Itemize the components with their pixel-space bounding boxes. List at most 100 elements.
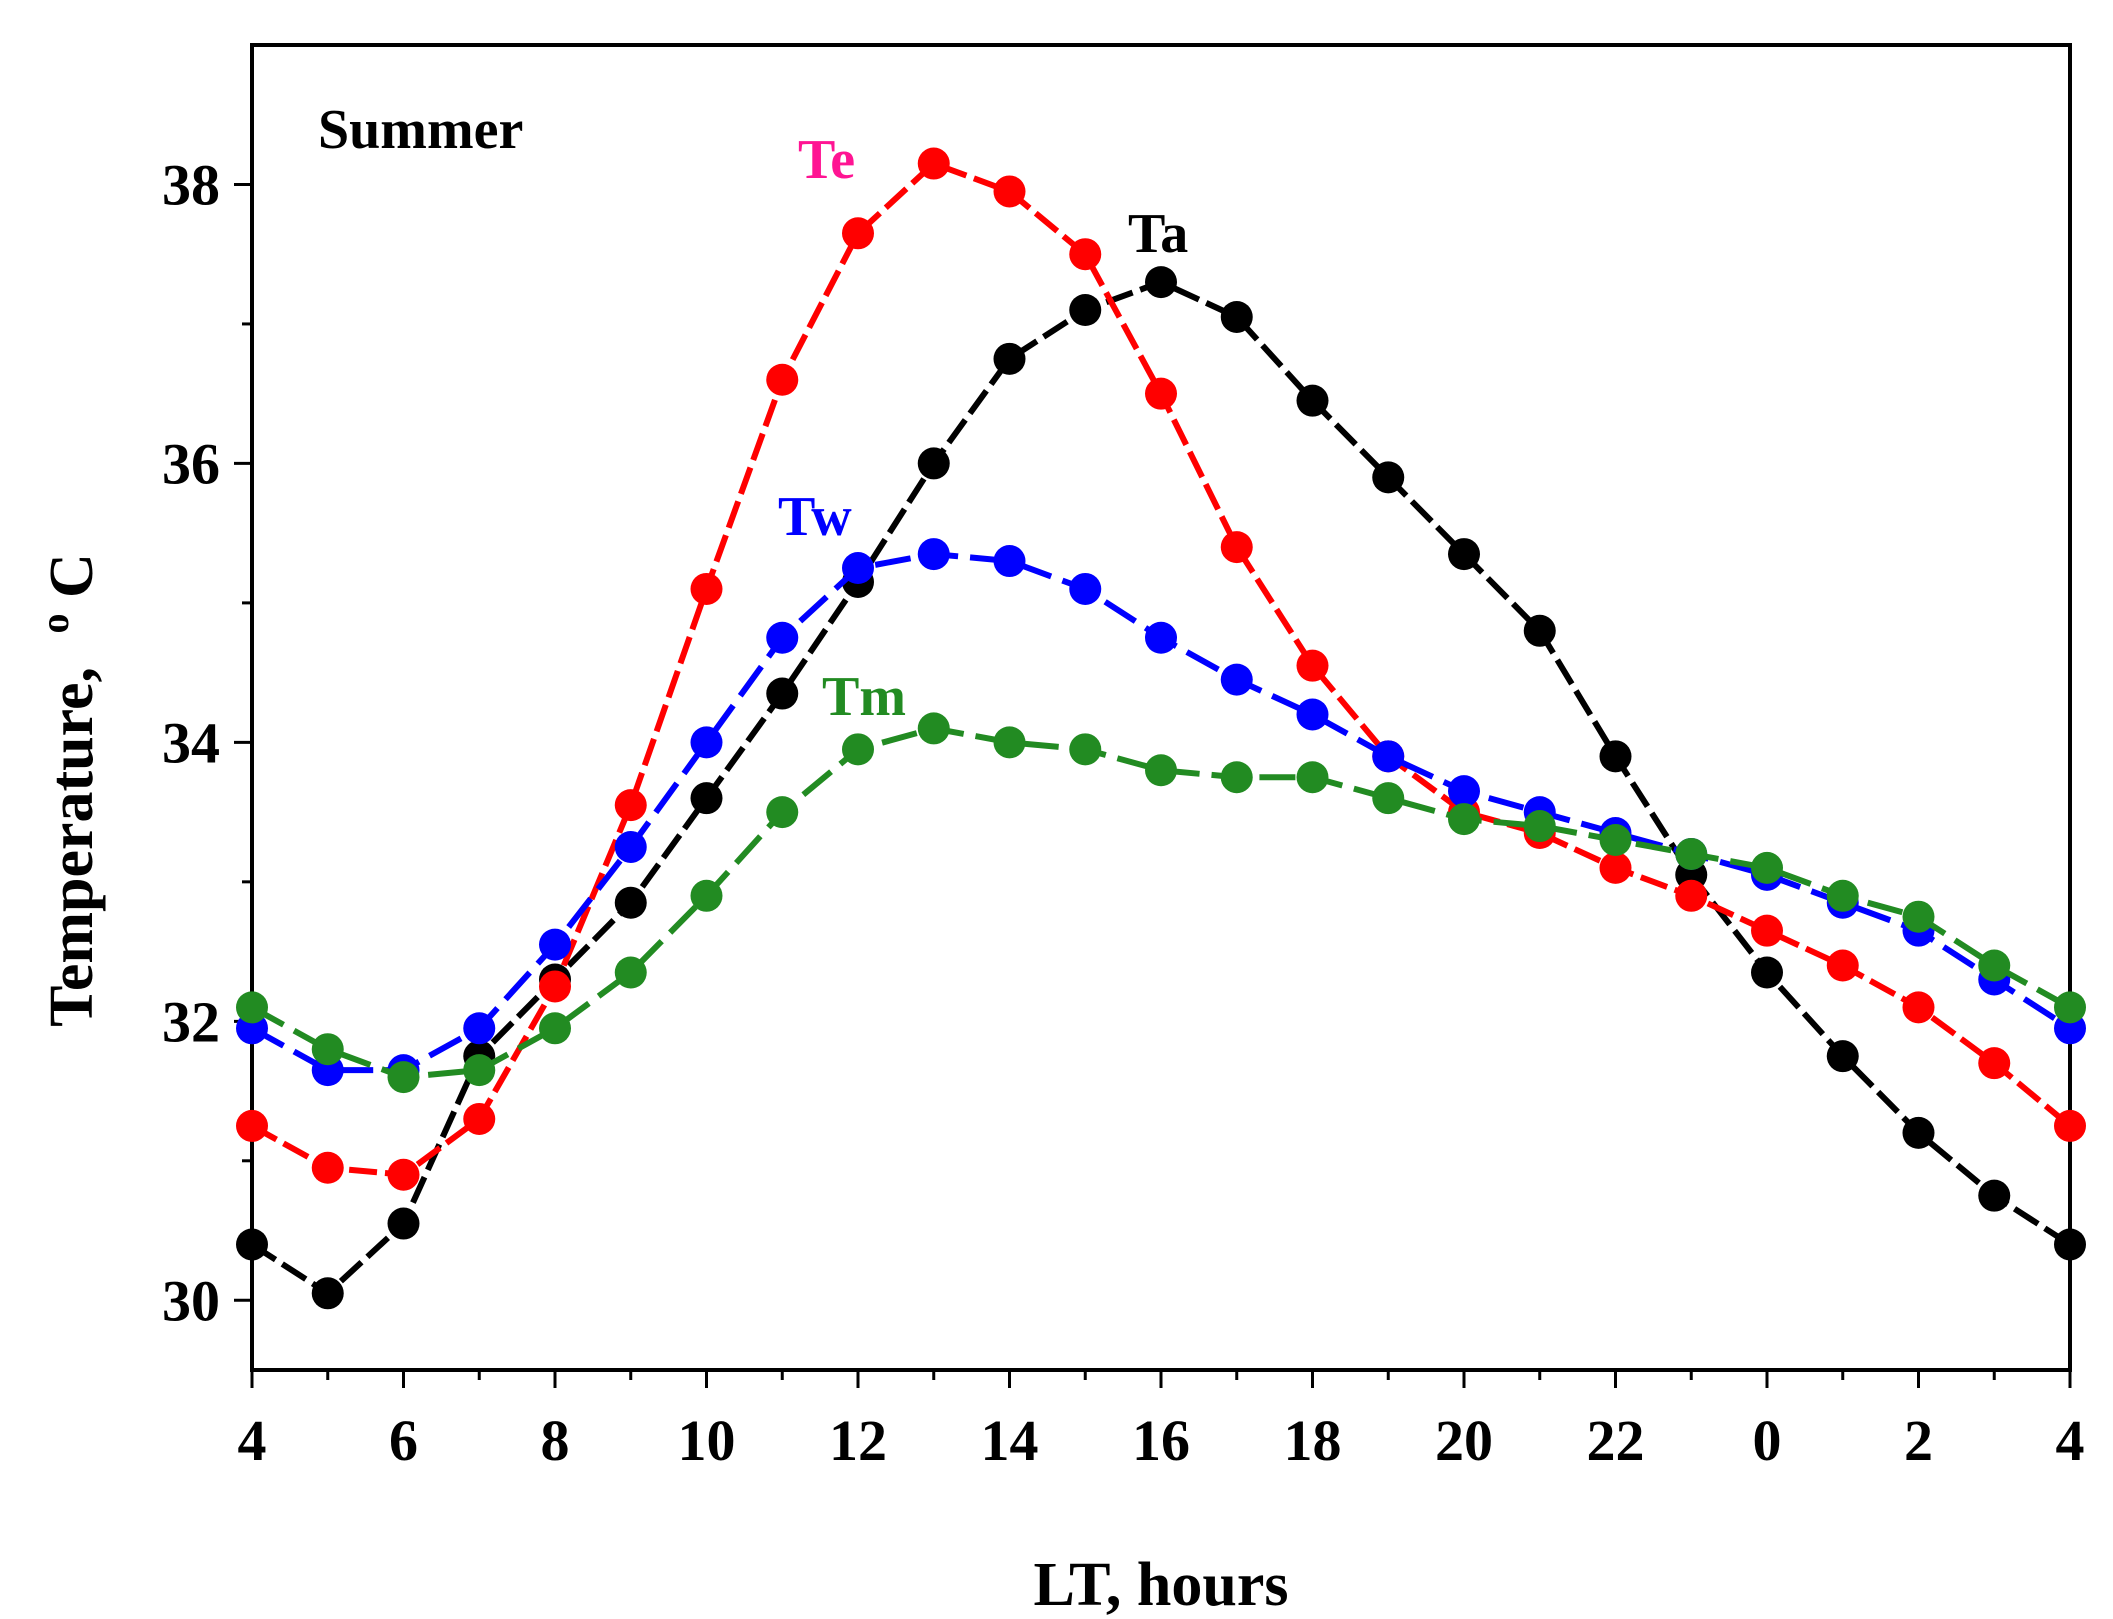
data-point-tm <box>387 1061 420 1094</box>
data-point-tm <box>766 796 799 829</box>
y-axis-title-group: Temperature, o C <box>14 553 106 1027</box>
y-axis-title: Temperature, o C <box>14 553 106 1027</box>
data-point-tm <box>1978 949 2011 982</box>
x-tick-label: 22 <box>1587 1408 1645 1473</box>
y-axis-unit: C <box>38 553 106 598</box>
data-point-te <box>993 175 1026 208</box>
tw-series-label: Tw <box>778 486 852 548</box>
data-point-tm <box>2054 991 2086 1024</box>
data-point-tw <box>614 830 647 863</box>
data-point-ta <box>614 886 647 919</box>
data-point-tm <box>463 1054 496 1087</box>
data-point-tw <box>1145 621 1177 654</box>
data-point-tw <box>1296 698 1329 731</box>
data-point-ta <box>1599 740 1632 773</box>
x-tick-label: 10 <box>678 1408 736 1473</box>
data-point-te <box>1599 851 1632 884</box>
series-line-ta <box>250 278 2072 1298</box>
data-point-ta <box>1145 266 1177 299</box>
data-point-ta <box>766 677 799 710</box>
data-point-tm <box>1069 733 1102 766</box>
y-axis-title-text: Temperature, <box>38 667 106 1027</box>
te-series-label: Te <box>798 129 855 191</box>
x-tick-label: 12 <box>829 1408 887 1473</box>
data-point-tw <box>463 1012 496 1045</box>
data-point-ta <box>311 1277 344 1310</box>
data-point-ta <box>1978 1179 2011 1212</box>
data-point-te <box>842 217 874 250</box>
x-tick-label: 18 <box>1284 1408 1342 1473</box>
y-tick-label: 30 <box>162 1268 220 1333</box>
data-point-tm <box>1296 761 1329 794</box>
data-point-tm <box>539 1012 571 1045</box>
data-point-tm <box>1826 879 1859 912</box>
data-point-ta <box>236 1228 268 1261</box>
data-point-te <box>1826 949 1859 982</box>
ta-series-label: Ta <box>1128 203 1188 265</box>
x-tick-label: 20 <box>1435 1408 1493 1473</box>
data-point-ta <box>1296 384 1329 417</box>
data-point-ta <box>387 1207 420 1240</box>
x-tick-label: 4 <box>238 1408 267 1473</box>
data-point-te <box>917 147 950 180</box>
series-layer <box>236 147 2086 1310</box>
data-point-tm <box>1145 754 1177 787</box>
data-point-tm <box>1372 782 1405 815</box>
data-point-te <box>614 789 647 822</box>
series-te <box>236 147 2086 1191</box>
data-point-tm <box>236 991 268 1024</box>
data-point-tm <box>1902 900 1935 933</box>
y-tick-label: 32 <box>162 989 220 1054</box>
x-tick-label: 16 <box>1132 1408 1190 1473</box>
data-point-ta <box>1069 294 1102 326</box>
data-point-tm <box>842 733 874 766</box>
data-point-tm <box>311 1033 344 1066</box>
x-tick-label: 14 <box>981 1408 1039 1473</box>
data-point-te <box>1902 991 1935 1024</box>
data-point-te <box>463 1102 496 1135</box>
data-point-te <box>236 1109 268 1142</box>
data-point-te <box>1220 531 1253 564</box>
data-point-te <box>766 363 799 396</box>
data-point-ta <box>1220 300 1253 333</box>
data-point-te <box>539 970 571 1003</box>
data-point-ta <box>2054 1228 2086 1261</box>
data-point-tm <box>1599 824 1632 856</box>
data-point-tw <box>1220 663 1253 696</box>
y-tick-label: 38 <box>162 152 220 217</box>
data-point-ta <box>993 342 1026 375</box>
data-point-tw <box>842 552 874 585</box>
data-point-tw <box>539 928 571 961</box>
data-point-tm <box>993 726 1026 759</box>
data-point-ta <box>1902 1116 1935 1149</box>
x-tick-label: 6 <box>389 1408 418 1473</box>
data-point-te <box>1145 377 1177 410</box>
x-tick-label: 0 <box>1753 1408 1782 1473</box>
x-tick-label: 2 <box>1904 1408 1933 1473</box>
data-point-te <box>1751 914 1783 947</box>
data-point-tm <box>1523 810 1556 843</box>
data-point-ta <box>1448 538 1480 571</box>
x-tick-label: 8 <box>541 1408 570 1473</box>
data-point-ta <box>1523 614 1556 647</box>
data-point-te <box>1675 879 1708 912</box>
series-ta <box>236 266 2086 1310</box>
season-annotation: Summer <box>318 99 523 161</box>
y-tick-label: 34 <box>162 710 220 775</box>
axis-ticks <box>234 182 2072 1388</box>
y-tick-label: 36 <box>162 431 220 496</box>
data-point-tm <box>690 879 723 912</box>
data-point-te <box>387 1158 420 1191</box>
data-point-te <box>1978 1047 2011 1080</box>
axis-tick-labels: 4 6 8 10 12 14 16 18 20 22 0 2 4 30 32 34 36 38 <box>162 152 2085 1473</box>
data-point-ta <box>690 782 723 815</box>
data-point-tw <box>917 538 950 571</box>
data-point-te <box>1296 649 1329 682</box>
series-tm <box>236 712 2086 1094</box>
data-point-tm <box>1751 851 1783 884</box>
x-axis-title: LT, hours <box>1033 1551 1288 1619</box>
data-point-tw <box>1069 572 1102 605</box>
data-point-tw <box>766 621 799 654</box>
series-tw <box>236 538 2086 1087</box>
data-point-tm <box>1448 803 1480 836</box>
